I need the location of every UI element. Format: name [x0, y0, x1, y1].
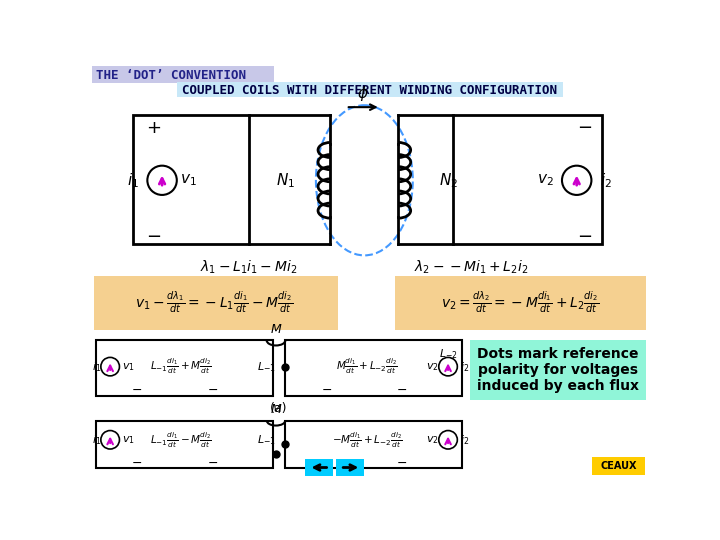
Text: $v_1 - \frac{d\lambda_1}{dt} = -L_1\frac{di_1}{dt} - M\frac{di_2}{dt}$: $v_1 - \frac{d\lambda_1}{dt} = -L_1\frac… [135, 290, 293, 316]
Text: −: − [577, 119, 592, 137]
Text: (a): (a) [269, 402, 287, 415]
Circle shape [562, 166, 591, 195]
Text: $-$: $-$ [321, 456, 332, 469]
Bar [91, 66, 274, 83]
Text: $v_2$: $v_2$ [536, 172, 554, 188]
Text: $N_2$: $N_2$ [438, 171, 458, 190]
Text: $\phi$: $\phi$ [357, 84, 369, 103]
Text: $v_1$: $v_1$ [180, 172, 197, 188]
Text: $M$: $M$ [270, 403, 282, 416]
Text: −: − [577, 228, 592, 246]
Text: Dots mark reference
polarity for voltages
induced by each flux: Dots mark reference polarity for voltage… [477, 347, 639, 393]
Text: $-$: $-$ [396, 383, 407, 396]
Text: $-$: $-$ [131, 383, 142, 396]
Circle shape [438, 357, 457, 376]
Text: $-$: $-$ [207, 383, 218, 396]
Bar [395, 276, 647, 330]
Text: +: + [146, 119, 161, 137]
Text: THE ‘DOT’ CONVENTION: THE ‘DOT’ CONVENTION [96, 69, 246, 82]
Circle shape [101, 430, 120, 449]
Text: COUPLED COILS WITH DIFFERENT WINDING CONFIGURATION: COUPLED COILS WITH DIFFERENT WINDING CON… [182, 84, 557, 97]
Bar [132, 115, 249, 244]
Text: $i_2$: $i_2$ [600, 171, 612, 190]
Bar [469, 340, 647, 400]
Circle shape [101, 357, 120, 376]
Bar [593, 457, 645, 475]
Text: $i_2$: $i_2$ [459, 433, 469, 447]
Text: $i_1$: $i_1$ [127, 171, 139, 190]
Text: −: − [146, 228, 161, 246]
Bar [94, 276, 338, 330]
Text: $v_2$: $v_2$ [426, 434, 438, 446]
Circle shape [438, 430, 457, 449]
Text: $-M\frac{di_1}{dt} + L_{-2}\frac{di_2}{dt}$: $-M\frac{di_1}{dt} + L_{-2}\frac{di_2}{d… [332, 430, 402, 450]
Bar [453, 115, 601, 244]
Bar [285, 421, 462, 468]
Text: $L_{-2}$: $L_{-2}$ [439, 347, 458, 361]
Bar [285, 340, 462, 396]
Text: $-$: $-$ [207, 456, 218, 469]
Text: $\lambda_1 - L_1i_1 - Mi_2$: $\lambda_1 - L_1i_1 - Mi_2$ [200, 259, 297, 276]
Text: CEAUX: CEAUX [600, 461, 636, 471]
Circle shape [148, 166, 177, 195]
Text: $L_{-1}$: $L_{-1}$ [257, 360, 276, 374]
Bar [177, 82, 563, 97]
Text: $i_1$: $i_1$ [91, 360, 101, 374]
Text: $L_{-1}\frac{di_1}{dt} - M\frac{di_2}{dt}$: $L_{-1}\frac{di_1}{dt} - M\frac{di_2}{dt… [150, 430, 212, 450]
Text: $-$: $-$ [396, 456, 407, 469]
Text: $-$: $-$ [131, 456, 142, 469]
Text: $M\frac{di_1}{dt} + L_{-2}\frac{di_2}{dt}$: $M\frac{di_1}{dt} + L_{-2}\frac{di_2}{dt… [336, 357, 398, 376]
Text: $\lambda_2 - -Mi_1 + L_2i_2$: $\lambda_2 - -Mi_1 + L_2i_2$ [414, 259, 528, 276]
Text: $i_1$: $i_1$ [91, 433, 101, 447]
Bar [96, 421, 273, 468]
Text: $i_2$: $i_2$ [459, 360, 469, 374]
Bar [305, 459, 333, 476]
Text: $M$: $M$ [270, 323, 282, 336]
Text: $v_2$: $v_2$ [426, 361, 438, 373]
Text: $v_2 = \frac{d\lambda_2}{dt} = -M\frac{di_1}{dt} + L_2\frac{di_2}{dt}$: $v_2 = \frac{d\lambda_2}{dt} = -M\frac{d… [441, 290, 599, 316]
Text: $L_{-1}$: $L_{-1}$ [257, 433, 276, 447]
Bar [336, 459, 364, 476]
Bar [96, 340, 273, 396]
Text: $L_{-1}\frac{di_1}{dt} + M\frac{di_2}{dt}$: $L_{-1}\frac{di_1}{dt} + M\frac{di_2}{dt… [150, 357, 212, 376]
Text: $v_1$: $v_1$ [122, 434, 135, 446]
Text: $v_1$: $v_1$ [122, 361, 135, 373]
Text: $N_1$: $N_1$ [276, 171, 295, 190]
Text: $-$: $-$ [321, 383, 332, 396]
